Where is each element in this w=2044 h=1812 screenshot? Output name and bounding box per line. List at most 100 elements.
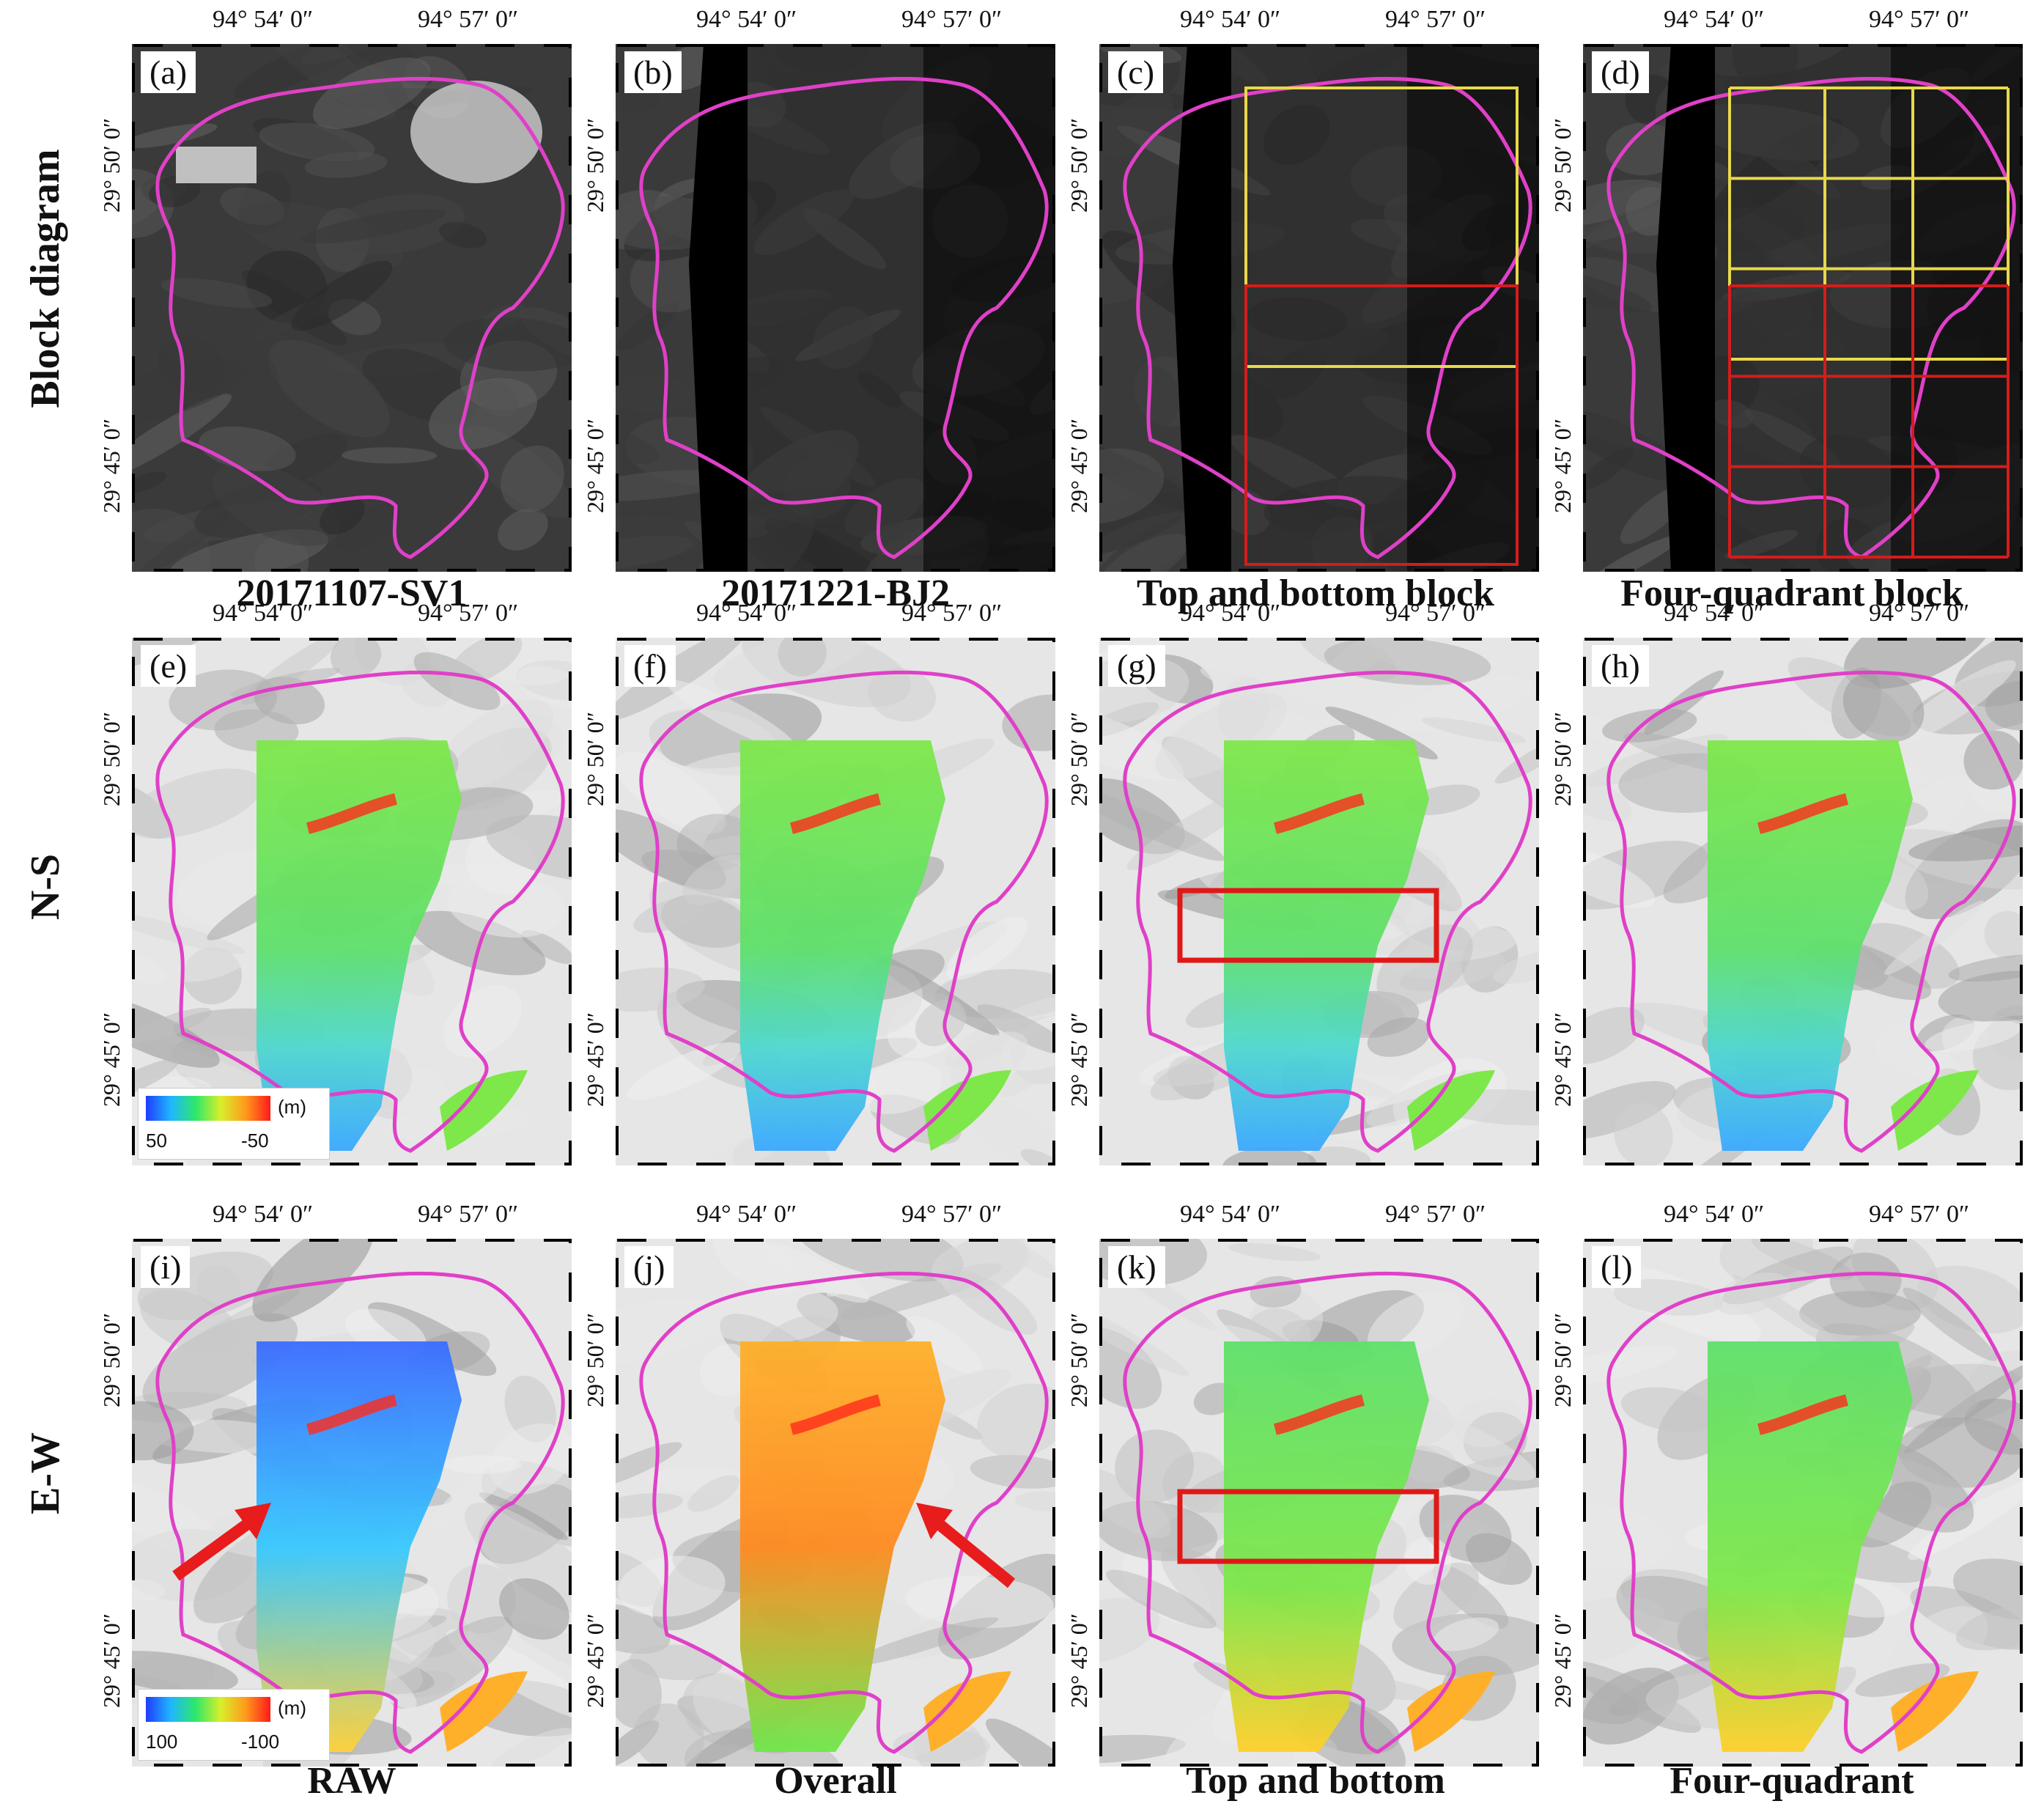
longitude-tick-label: 94° 54′ 0″ xyxy=(1664,600,1765,627)
panel-label: (j) xyxy=(624,1246,674,1288)
longitude-tick-label: 94° 54′ 0″ xyxy=(213,600,314,627)
map-frame xyxy=(616,1239,1055,1767)
displacement-field xyxy=(257,740,462,1151)
no-data-area-right xyxy=(923,44,1055,572)
arrow xyxy=(172,1512,260,1581)
longitude-tick-label: 94° 54′ 0″ xyxy=(696,6,797,33)
glacier-boundary xyxy=(1606,76,2016,559)
displacement-patch xyxy=(1407,1070,1495,1151)
high-displacement-band xyxy=(790,1394,881,1435)
legend-unit: (m) xyxy=(278,1096,306,1118)
caption-i: RAW xyxy=(307,1760,396,1802)
map-frame xyxy=(1099,1239,1539,1767)
caption-k: Top and bottom xyxy=(1186,1760,1445,1802)
map-panel-d: (d) 94° 54′ 0″ 94° 57′ 0″ 29° 50′ 0″ 29° 45′… xyxy=(1549,6,2023,572)
caption-j: Overall xyxy=(774,1760,897,1802)
panel-label: (l) xyxy=(1592,1246,1642,1288)
displacement-field xyxy=(740,740,945,1151)
glacier-boundary xyxy=(1123,1271,1532,1754)
displacement-field xyxy=(1224,740,1429,1151)
map-panel-a: (a) 94° 54′ 0″ 94° 57′ 0″ 29° 50′ 0″ 29° 45′… xyxy=(98,6,572,572)
longitude-tick-label: 94° 54′ 0″ xyxy=(1664,6,1765,33)
map-canvas xyxy=(1099,638,1539,1165)
latitude-tick-label: 29° 45′ 0″ xyxy=(1066,418,1092,513)
map-frame xyxy=(132,44,572,572)
map-canvas xyxy=(1583,44,2023,572)
arrow-head xyxy=(235,1503,271,1539)
latitude-tick-label: 29° 50′ 0″ xyxy=(1549,117,1576,213)
high-displacement-band xyxy=(1757,793,1848,834)
latitude-tick-label: 29° 50′ 0″ xyxy=(582,117,608,213)
map-panel-j: (j) 94° 54′ 0″ 94° 57′ 0″ 29° 50′ 0″ 29° 45′… xyxy=(582,1201,1055,1767)
bottom-block xyxy=(1244,284,1519,566)
map-canvas xyxy=(1583,1239,2023,1767)
panel-label: (h) xyxy=(1592,645,1649,687)
no-data-area-right xyxy=(1891,44,2023,572)
legend-unit: (m) xyxy=(278,1697,306,1719)
glacier-boundary xyxy=(1606,670,2016,1153)
latitude-tick-label: 29° 50′ 0″ xyxy=(98,711,125,806)
longitude-tick-label: 94° 54′ 0″ xyxy=(213,6,314,33)
latitude-tick-label: 29° 50′ 0″ xyxy=(1549,1312,1576,1407)
legend-max: -100 xyxy=(241,1731,280,1753)
longitude-tick-label: 94° 57′ 0″ xyxy=(901,6,1003,33)
caption-a: 20171107-SV1 xyxy=(236,572,468,614)
longitude-tick-label: 94° 54′ 0″ xyxy=(1180,600,1281,627)
displacement-patch xyxy=(1891,1671,1979,1752)
panel-label: (i) xyxy=(141,1246,191,1288)
panel-label: (c) xyxy=(1108,51,1164,93)
top-block xyxy=(1244,86,1519,368)
quadrant-grid xyxy=(1728,284,2010,559)
glacier-boundary xyxy=(155,76,565,559)
map-frame xyxy=(1099,638,1539,1165)
latitude-tick-label: 29° 45′ 0″ xyxy=(1549,1613,1576,1708)
panel-label: (a) xyxy=(141,51,196,93)
longitude-tick-label: 94° 54′ 0″ xyxy=(1664,1201,1765,1228)
map-canvas xyxy=(616,638,1055,1165)
no-data-area xyxy=(1656,44,1744,572)
latitude-tick-label: 29° 45′ 0″ xyxy=(98,1012,125,1107)
map-canvas xyxy=(616,44,1055,572)
row-label-ew: E-W xyxy=(23,1432,68,1514)
latitude-tick-label: 29° 45′ 0″ xyxy=(1549,1012,1576,1107)
no-data-area xyxy=(689,44,777,572)
latitude-tick-label: 29° 45′ 0″ xyxy=(582,418,608,513)
map-frame xyxy=(1099,44,1539,572)
map-canvas xyxy=(1099,1239,1539,1767)
latitude-tick-label: 29° 50′ 0″ xyxy=(1066,117,1092,213)
cloud xyxy=(410,81,542,183)
glacier-boundary xyxy=(1123,670,1532,1153)
color-ramp xyxy=(146,1096,270,1121)
map-panel-l: (l) 94° 54′ 0″ 94° 57′ 0″ 29° 50′ 0″ 29° 45′… xyxy=(1549,1201,2023,1767)
longitude-tick-label: 94° 57′ 0″ xyxy=(418,6,519,33)
displacement-patch xyxy=(440,1671,528,1752)
displacement-patch xyxy=(1407,1671,1495,1752)
displacement-patch xyxy=(1891,1070,1979,1151)
glacier-boundary xyxy=(1123,76,1532,559)
latitude-tick-label: 29° 50′ 0″ xyxy=(1066,1312,1092,1407)
map-canvas xyxy=(132,1239,572,1767)
longitude-tick-label: 94° 54′ 0″ xyxy=(696,1201,797,1228)
map-canvas xyxy=(616,1239,1055,1767)
high-displacement-band xyxy=(1274,1394,1365,1435)
longitude-tick-label: 94° 57′ 0″ xyxy=(901,600,1003,627)
glacier-boundary xyxy=(639,76,1049,559)
map-canvas xyxy=(1099,44,1539,572)
map-canvas xyxy=(132,44,572,572)
longitude-tick-label: 94° 57′ 0″ xyxy=(1869,1201,1970,1228)
latitude-tick-label: 29° 45′ 0″ xyxy=(98,418,125,513)
map-frame xyxy=(1583,44,2023,572)
map-panel-c: (c) 94° 54′ 0″ 94° 57′ 0″ 29° 50′ 0″ 29° 45′… xyxy=(1066,6,1539,572)
longitude-tick-label: 94° 57′ 0″ xyxy=(1869,600,1970,627)
map-panel-f: (f) 94° 54′ 0″ 94° 57′ 0″ 29° 50′ 0″ 29° 45′… xyxy=(582,600,1055,1165)
latitude-tick-label: 29° 50′ 0″ xyxy=(1549,711,1576,806)
color-scale-legend: (m) 100 -100 xyxy=(138,1689,330,1761)
high-displacement-band xyxy=(306,1394,397,1435)
map-canvas xyxy=(132,638,572,1165)
displacement-patch xyxy=(440,1070,528,1151)
high-displacement-band xyxy=(306,793,397,834)
high-displacement-band xyxy=(1274,793,1365,834)
displacement-field xyxy=(257,1341,462,1752)
panel-label: (e) xyxy=(141,645,196,687)
panel-label: (f) xyxy=(624,645,676,687)
